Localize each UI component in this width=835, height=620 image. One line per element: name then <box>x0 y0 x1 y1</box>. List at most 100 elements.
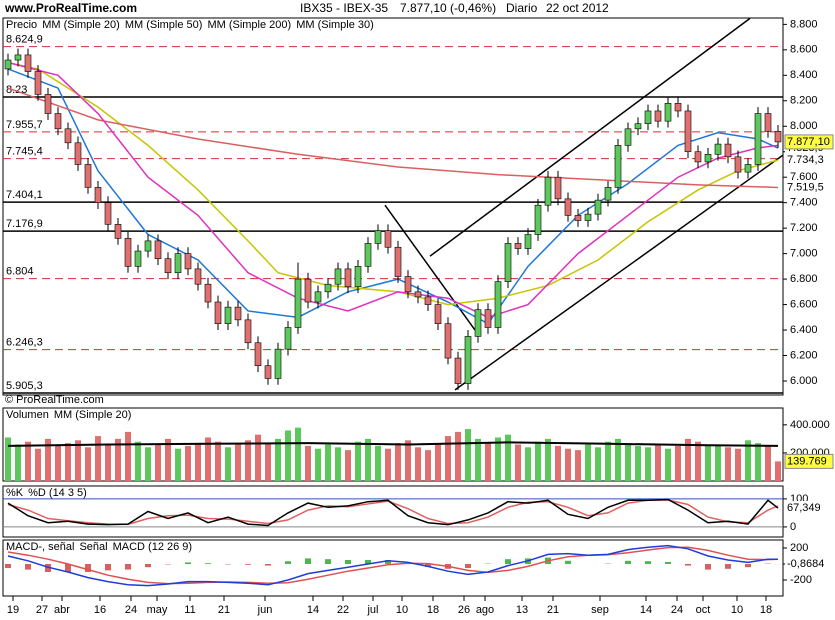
volume-bar <box>215 441 221 481</box>
x-tick-label: may <box>147 604 168 616</box>
candle-body <box>734 156 742 173</box>
candle-body <box>774 131 782 143</box>
legend-entry: Precio <box>6 19 37 31</box>
moving-average <box>7 68 779 325</box>
candle-body <box>344 268 352 288</box>
macd-histogram-bar <box>185 562 191 564</box>
legend-entry: MM (Simple 30) <box>296 19 374 31</box>
candle-body <box>594 199 602 215</box>
candle-body <box>74 142 82 165</box>
candle-body <box>584 213 592 221</box>
candle-body <box>394 246 402 277</box>
candle-body <box>144 240 152 252</box>
candle-body <box>334 268 342 285</box>
last-value-box <box>784 453 834 469</box>
candle-body <box>184 253 192 270</box>
legend-entry: Volumen <box>6 409 49 421</box>
candle-body <box>164 258 172 274</box>
volume-bar <box>675 445 681 481</box>
volume-bar <box>735 448 741 481</box>
last-value-label: -0,8684 <box>787 558 824 570</box>
macd-histogram-bar <box>245 564 251 565</box>
volume-bar <box>205 437 211 481</box>
header-symbol: IBX35 - IBEX-35 <box>300 1 388 15</box>
level-label: 7.404,1 <box>6 189 43 201</box>
moving-average <box>7 87 779 189</box>
panel-frame <box>2 17 784 396</box>
volume-bar <box>345 450 351 481</box>
candle-body <box>504 243 512 282</box>
y-tick-label: 400.000 <box>790 419 830 431</box>
candle-body <box>364 243 372 267</box>
volume-bar <box>35 448 41 481</box>
candle-body <box>274 348 282 379</box>
candle-body <box>314 291 322 303</box>
macd-histogram-bar <box>665 562 671 564</box>
volume-bar <box>445 436 451 481</box>
volume-bar <box>725 447 731 481</box>
candle-body <box>654 110 662 122</box>
copyright: © ProRealTime.com <box>5 394 104 406</box>
x-tick-label: 18 <box>760 604 772 616</box>
volume-bar <box>535 441 541 481</box>
volume-bar <box>75 440 81 481</box>
trendline <box>429 17 751 257</box>
candle-body <box>714 143 722 155</box>
volume-bar <box>665 448 671 481</box>
candle-body <box>214 301 222 324</box>
candle-body <box>754 113 762 165</box>
volume-bar <box>325 444 331 481</box>
macd-histogram-bar <box>705 564 711 570</box>
macd-histogram-bar <box>265 564 271 566</box>
volume-bar <box>395 443 401 481</box>
candle-body <box>604 187 612 201</box>
volume-bar <box>335 447 341 481</box>
candle-body <box>764 113 772 132</box>
x-tick-label: 24 <box>125 604 137 616</box>
x-tick-label: jun <box>257 604 273 616</box>
candle-body <box>14 54 22 61</box>
candle-body <box>304 278 312 303</box>
legend-entry: MM (Simple 50) <box>125 19 203 31</box>
volume-bar <box>165 438 171 481</box>
candle-body <box>54 113 62 130</box>
x-tick-label: 24 <box>671 604 683 616</box>
x-tick-label: jul <box>366 604 378 616</box>
y-tick-label: 6.400 <box>790 324 818 336</box>
moving-average <box>7 61 779 319</box>
candle-body <box>114 224 122 239</box>
x-tick-label: 10 <box>731 604 743 616</box>
volume-bar <box>565 448 571 481</box>
last-value-box <box>785 180 833 195</box>
candle-body <box>34 71 42 95</box>
volume-bar <box>175 448 181 481</box>
last-value-box <box>785 501 833 516</box>
volume-bar <box>105 444 111 481</box>
last-value-label: 139.769 <box>787 455 827 467</box>
candle-body <box>484 309 492 328</box>
volume-bar <box>155 444 161 481</box>
candle-body <box>354 266 362 288</box>
last-value-box <box>785 557 833 572</box>
volume-bar <box>145 447 151 481</box>
volume-bar <box>555 445 561 481</box>
y-tick-label: 6.600 <box>790 298 818 310</box>
volume-bar <box>235 444 241 481</box>
candle-body <box>424 296 432 305</box>
candle-body <box>494 281 502 328</box>
x-tick-label: 16 <box>94 604 106 616</box>
legend-entry: MACD (12 26 9) <box>113 541 192 553</box>
volume-bar <box>655 444 661 481</box>
level-label: 8.624,9 <box>6 34 43 46</box>
volume-bar <box>525 447 531 481</box>
volume-bar <box>575 450 581 481</box>
volume-bar <box>405 440 411 481</box>
last-value-box <box>784 134 834 150</box>
candle-body <box>204 283 212 303</box>
candle-body <box>434 304 442 324</box>
volume-bar <box>455 431 461 481</box>
candle-body <box>374 230 382 244</box>
volume-bar <box>515 444 521 481</box>
volume-bar <box>495 437 501 481</box>
